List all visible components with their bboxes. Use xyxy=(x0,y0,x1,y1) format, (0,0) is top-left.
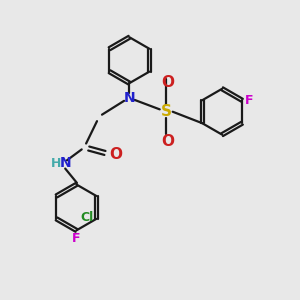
Text: N: N xyxy=(124,92,135,106)
Polygon shape xyxy=(56,184,96,230)
Text: Cl: Cl xyxy=(80,211,94,224)
Text: H: H xyxy=(51,157,61,170)
Text: S: S xyxy=(161,104,172,119)
Polygon shape xyxy=(202,89,242,135)
Text: N: N xyxy=(59,156,71,170)
Text: O: O xyxy=(161,75,174,90)
Text: F: F xyxy=(245,94,254,107)
Text: O: O xyxy=(161,134,174,149)
Text: F: F xyxy=(72,232,81,245)
Polygon shape xyxy=(110,37,149,83)
Text: O: O xyxy=(109,147,122,162)
